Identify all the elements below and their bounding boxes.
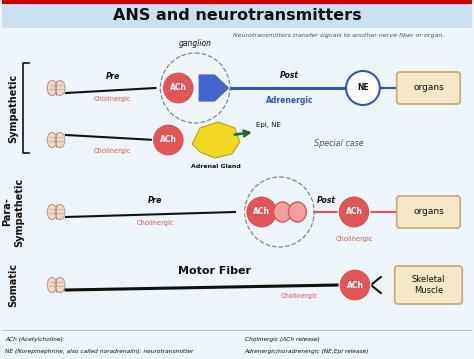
Ellipse shape <box>289 202 306 222</box>
Text: organs: organs <box>413 208 444 216</box>
FancyBboxPatch shape <box>397 72 460 104</box>
Ellipse shape <box>47 204 57 220</box>
Circle shape <box>163 72 194 104</box>
Text: Cholinergic: Cholinergic <box>281 293 318 299</box>
Circle shape <box>246 196 278 228</box>
Text: Adrenal Gland: Adrenal Gland <box>191 164 241 169</box>
Text: ACh: ACh <box>253 208 270 216</box>
Ellipse shape <box>47 132 57 148</box>
FancyBboxPatch shape <box>395 266 462 304</box>
Text: ganglion: ganglion <box>179 39 211 48</box>
Text: ACh: ACh <box>346 280 364 289</box>
Text: Cholinergic: Cholinergic <box>137 220 174 226</box>
Text: Cholinergic: Cholinergic <box>94 96 131 102</box>
Ellipse shape <box>55 132 65 148</box>
Text: NE: NE <box>357 84 369 93</box>
Text: Neurotransmitters transfer signals to another nerve fiber or organ.: Neurotransmitters transfer signals to an… <box>233 33 445 38</box>
FancyBboxPatch shape <box>1 0 472 28</box>
Ellipse shape <box>273 202 292 222</box>
Circle shape <box>338 196 370 228</box>
Text: NE (Norepinephrine, also called noradrenalin): neurotransmitter: NE (Norepinephrine, also called noradren… <box>6 350 194 354</box>
Text: Epi, NE: Epi, NE <box>255 122 281 128</box>
Text: Adrenergic/noradrenergic (NE,Epi release): Adrenergic/noradrenergic (NE,Epi release… <box>245 350 369 354</box>
Text: Sympathetic: Sympathetic <box>9 73 18 143</box>
Text: Adrenergic: Adrenergic <box>265 96 313 105</box>
Text: Cholinergic: Cholinergic <box>335 236 373 242</box>
Text: Para-
Sympathetic: Para- Sympathetic <box>3 177 24 247</box>
Ellipse shape <box>47 278 57 293</box>
Text: Post: Post <box>317 196 336 205</box>
Polygon shape <box>198 74 230 102</box>
Text: Cholinergic: Cholinergic <box>94 148 131 154</box>
Text: ANS and neurotransmitters: ANS and neurotransmitters <box>112 9 361 23</box>
Circle shape <box>153 124 184 156</box>
Text: Cholinergic (ACh release): Cholinergic (ACh release) <box>245 337 319 342</box>
Text: Special case: Special case <box>314 140 364 149</box>
Text: Pre: Pre <box>148 196 163 205</box>
Ellipse shape <box>55 80 65 95</box>
Text: Post: Post <box>280 71 299 80</box>
Text: organs: organs <box>413 84 444 93</box>
Circle shape <box>339 269 371 301</box>
Ellipse shape <box>47 80 57 95</box>
Text: ACh: ACh <box>170 84 187 93</box>
Text: Skeletal
Muscle: Skeletal Muscle <box>412 275 445 295</box>
Text: ACh: ACh <box>346 208 363 216</box>
Text: Pre: Pre <box>106 72 120 81</box>
Text: Somatic: Somatic <box>9 263 18 307</box>
Text: Motor Fiber: Motor Fiber <box>179 266 252 276</box>
Circle shape <box>346 71 380 105</box>
Text: ACh: ACh <box>160 135 177 145</box>
Ellipse shape <box>55 204 65 220</box>
FancyBboxPatch shape <box>397 196 460 228</box>
Text: ACh (Acetylcholine):: ACh (Acetylcholine): <box>6 337 65 342</box>
Polygon shape <box>192 122 240 158</box>
Ellipse shape <box>55 278 65 293</box>
